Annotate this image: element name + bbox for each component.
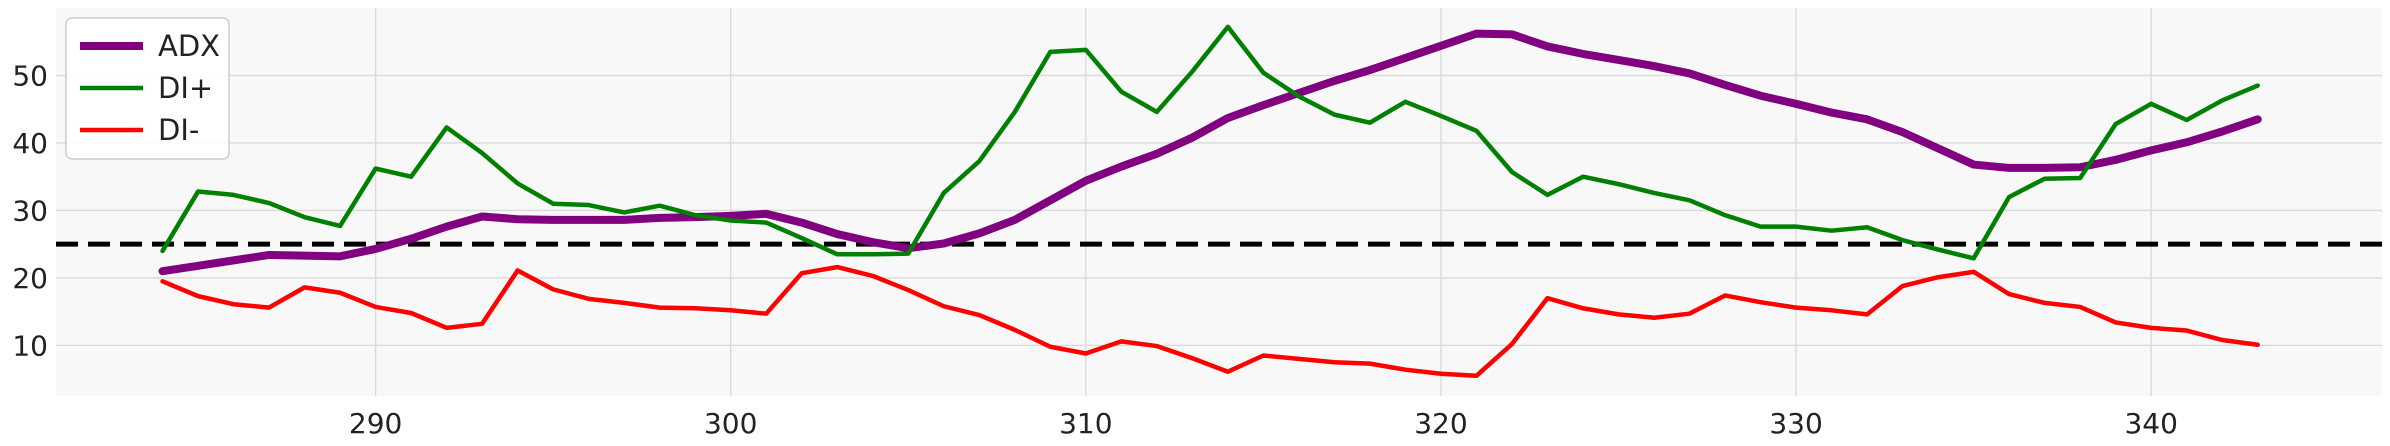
legend-label: ADX: [158, 29, 220, 63]
series-line-adx: [158, 29, 2262, 276]
y-tick-label: 30: [12, 194, 48, 227]
y-tick-label: 50: [12, 59, 48, 92]
x-tick-label: 330: [1769, 407, 1822, 440]
legend-label: DI+: [158, 71, 213, 105]
x-tick-label: 300: [704, 407, 757, 440]
y-tick-label: 40: [12, 127, 48, 160]
series-line-di-minus: [160, 264, 2260, 379]
x-tick-label: 290: [349, 407, 402, 440]
tick-labels: 290 300 310 320 330 340 10 20 30 40 50: [12, 59, 2178, 440]
series-lines: [158, 24, 2262, 379]
x-tick-label: 340: [2124, 407, 2177, 440]
legend-label: DI-: [158, 113, 199, 147]
grid-lines: [56, 8, 2382, 396]
x-tick-label: 310: [1059, 407, 1112, 440]
y-tick-label: 10: [12, 329, 48, 362]
legend-box: [65, 17, 230, 160]
y-tick-label: 20: [12, 262, 48, 295]
x-tick-label: 320: [1414, 407, 1467, 440]
series-line-di-minus: [160, 24, 2260, 261]
plot-area: [56, 8, 2382, 396]
legend: ADX DI+ DI-: [65, 17, 230, 160]
